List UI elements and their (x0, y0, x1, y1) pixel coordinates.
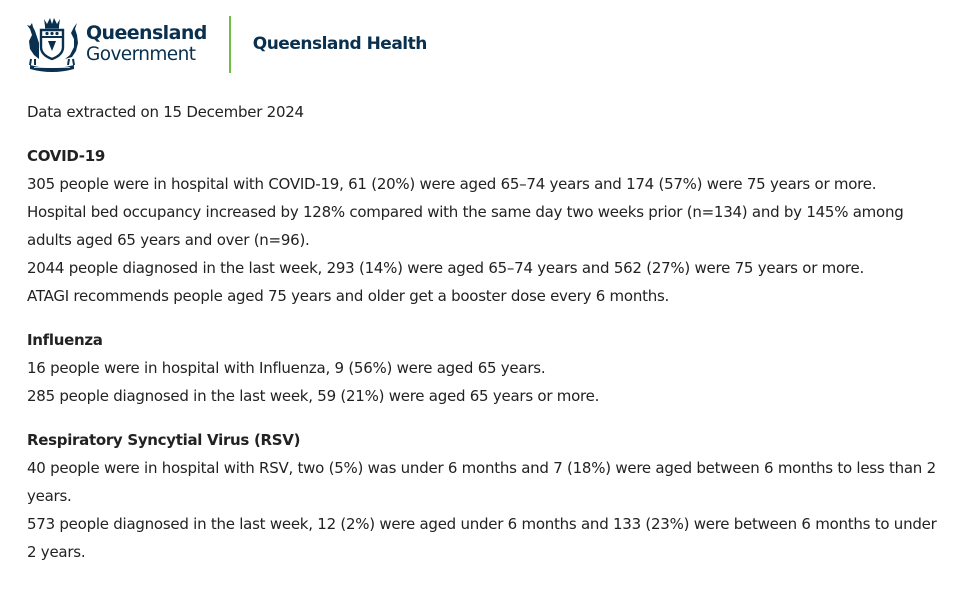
header-divider (228, 15, 231, 73)
section-rsv: Respiratory Syncytial Virus (RSV) 40 peo… (27, 426, 937, 566)
government-wordmark: Queensland Government (86, 22, 207, 66)
queensland-crest-icon[interactable] (24, 15, 80, 73)
report-content: Data extracted on 15 December 2024 COVID… (27, 98, 937, 582)
section-influenza: Influenza 16 people were in hospital wit… (27, 326, 937, 410)
section-line: 573 people diagnosed in the last week, 1… (27, 515, 937, 561)
section-line: 305 people were in hospital with COVID-1… (27, 175, 877, 193)
site-header: Queensland Government Queensland Health (24, 14, 427, 74)
department-name: Queensland Health (252, 34, 428, 54)
section-line: Hospital bed occupancy increased by 128%… (27, 203, 904, 249)
data-extracted-date: Data extracted on 15 December 2024 (27, 103, 304, 121)
section-line: 16 people were in hospital with Influenz… (27, 359, 546, 377)
wordmark-line-1: Queensland (86, 22, 207, 44)
section-heading: COVID-19 (27, 147, 105, 165)
section-covid-19: COVID-19 305 people were in hospital wit… (27, 142, 937, 310)
wordmark-line-2: Government (86, 44, 196, 65)
section-line: ATAGI recommends people aged 75 years an… (27, 287, 670, 305)
section-line: 40 people were in hospital with RSV, two… (27, 459, 936, 505)
section-heading: Influenza (27, 331, 103, 349)
section-line: 2044 people diagnosed in the last week, … (27, 259, 865, 277)
section-line: 285 people diagnosed in the last week, 5… (27, 387, 600, 405)
section-heading: Respiratory Syncytial Virus (RSV) (27, 431, 301, 449)
